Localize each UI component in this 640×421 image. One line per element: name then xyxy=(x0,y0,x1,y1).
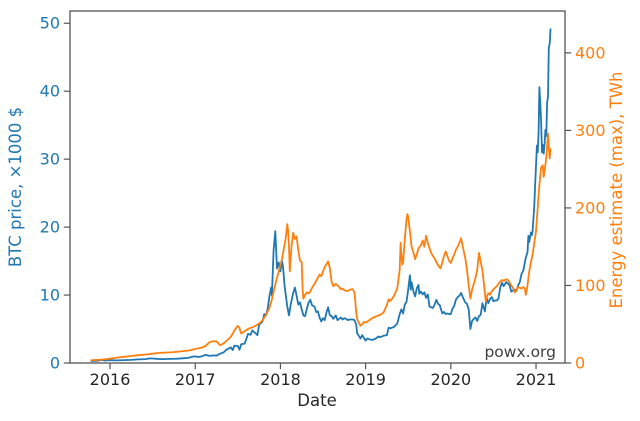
right-axis-label: Energy estimate (max), TWh xyxy=(607,71,626,308)
left-tick-label: 0 xyxy=(50,354,60,373)
left-tick-label: 50 xyxy=(40,14,60,33)
right-tick-label: 200 xyxy=(575,198,606,217)
x-tick-label: 2016 xyxy=(90,370,131,389)
energy-estimate-line xyxy=(90,132,552,362)
left-tick-label: 20 xyxy=(40,218,60,237)
plot-border xyxy=(69,10,566,364)
x-tick-label: 2017 xyxy=(175,370,216,389)
axis-ticks: 0 10 20 30 40 50 0 100 200 300 400 2016 2017 2018 2019… xyxy=(40,14,606,389)
x-tick-label: 2018 xyxy=(260,370,301,389)
right-tick-label: 0 xyxy=(575,354,585,373)
x-axis-label: Date xyxy=(297,391,336,410)
left-tick-label: 10 xyxy=(40,286,60,305)
x-tick-label: 2020 xyxy=(430,370,471,389)
right-tick-label: 300 xyxy=(575,121,606,140)
left-tick-label: 40 xyxy=(40,82,60,101)
right-tick-label: 400 xyxy=(575,43,606,62)
x-tick-label: 2019 xyxy=(345,370,386,389)
data-lines xyxy=(90,28,552,362)
watermark-text: powx.org xyxy=(484,343,556,361)
btc-price-line xyxy=(90,28,552,362)
left-tick-label: 30 xyxy=(40,150,60,169)
x-tick-label: 2021 xyxy=(516,370,557,389)
right-tick-label: 100 xyxy=(575,276,606,295)
left-axis-label: BTC price, ×1000 $ xyxy=(6,107,25,267)
